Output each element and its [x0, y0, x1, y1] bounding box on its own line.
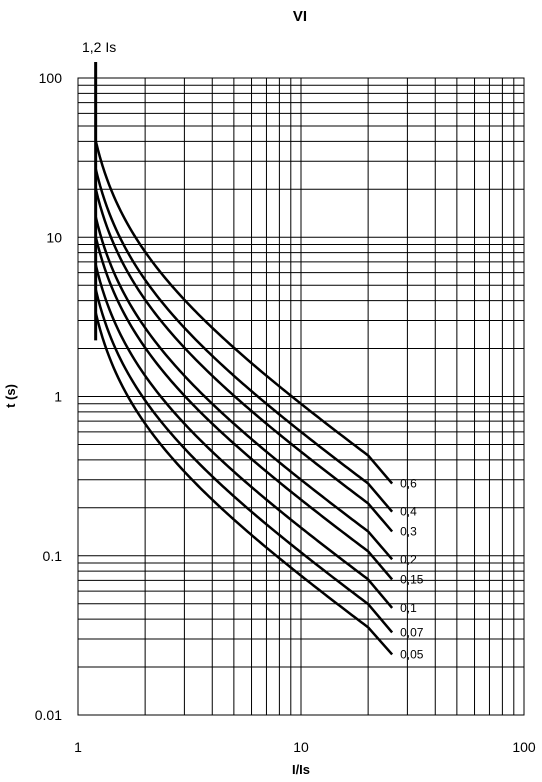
pickup-annotation: 1,2 Is — [82, 39, 116, 55]
curve-0-3 — [94, 188, 394, 533]
curve-0-6 — [94, 140, 394, 485]
curve-label: 0,4 — [400, 505, 417, 519]
curve-0-07 — [94, 288, 394, 634]
x-axis-label: I/Is — [292, 762, 310, 777]
curve-0-4 — [94, 168, 394, 513]
plot-frame — [77, 77, 525, 716]
curve-0-05 — [94, 312, 394, 656]
curve-0-1 — [94, 264, 394, 609]
curve-label: 0,2 — [400, 552, 417, 566]
y-tick-label: 0.01 — [35, 707, 62, 723]
curve-label: 0,3 — [400, 524, 417, 538]
curve-label: 0,6 — [400, 477, 417, 491]
grid-lines — [78, 78, 524, 715]
y-tick-label: 0.1 — [43, 548, 63, 564]
y-tick-label: 1 — [54, 389, 62, 405]
curve-label: 0,07 — [400, 625, 424, 639]
y-tick-label: 10 — [46, 229, 62, 245]
curve-label: 0,15 — [400, 572, 424, 586]
curves: 0,6 0,4 0,3 0,2 0,15 0,1 0,07 0,05 — [94, 140, 424, 661]
y-tick-label: 100 — [39, 70, 63, 86]
x-tick-label: 1 — [74, 739, 82, 755]
curve-0-2 — [94, 216, 394, 561]
curve-label: 0,1 — [400, 601, 417, 615]
x-tick-label: 10 — [293, 739, 309, 755]
tick-labels: 1 10 100 100 10 1 0.1 0.01 — [35, 70, 536, 755]
curve-label: 0,05 — [400, 647, 424, 661]
chart-title: VI — [293, 8, 307, 25]
curve-0-15 — [94, 236, 394, 581]
y-axis-label: t (s) — [3, 384, 18, 408]
x-tick-label: 100 — [512, 739, 536, 755]
